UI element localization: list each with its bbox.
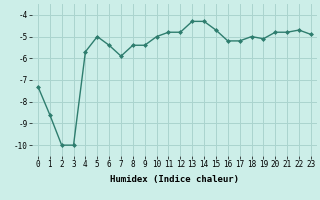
X-axis label: Humidex (Indice chaleur): Humidex (Indice chaleur) [110, 175, 239, 184]
